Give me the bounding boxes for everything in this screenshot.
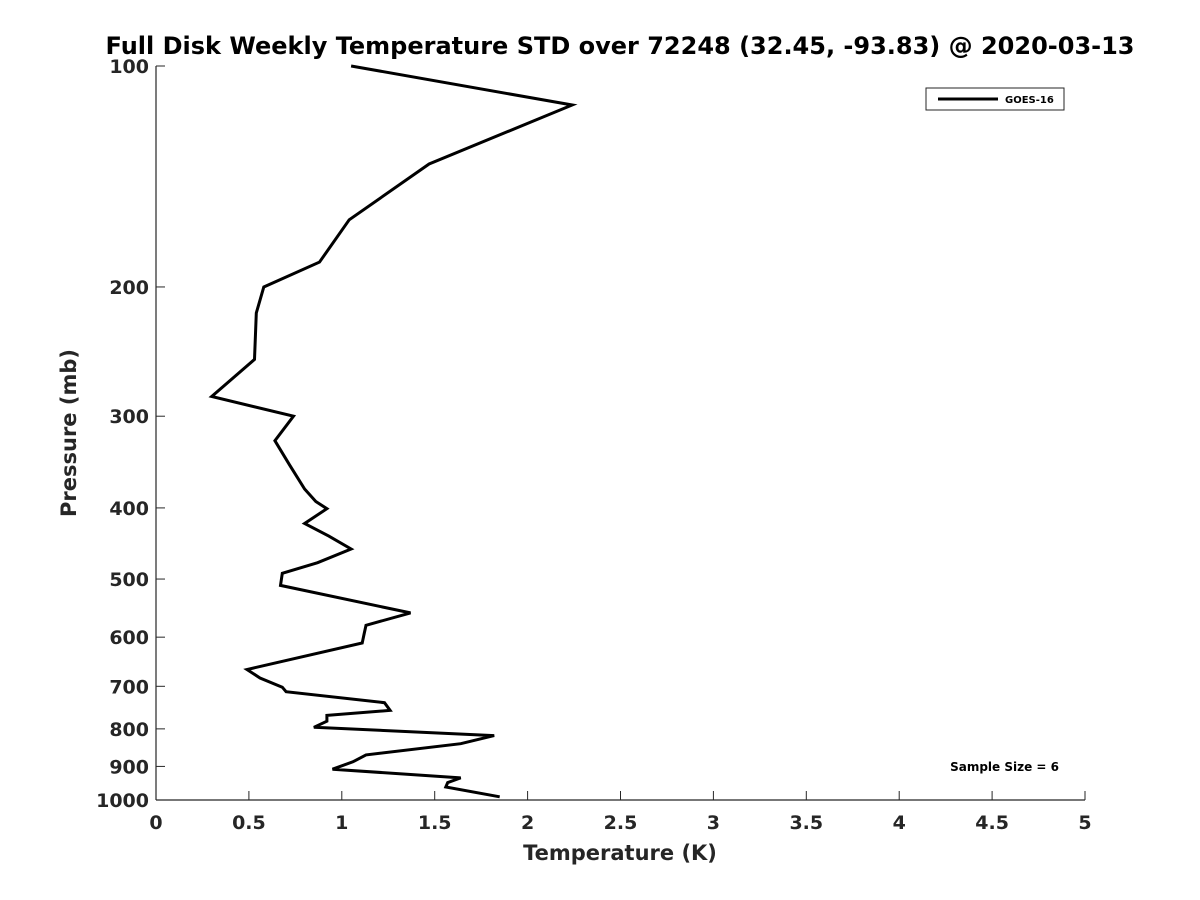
y-ticks: 100 200 300 400 500 600 700 800 900 1000 xyxy=(96,56,165,812)
y-tick-label: 200 xyxy=(109,277,149,299)
x-tick-label: 2.5 xyxy=(604,812,638,834)
y-tick-label: 100 xyxy=(109,56,149,78)
y-axis-label: Pressure (mb) xyxy=(57,349,81,517)
y-tick-label: 500 xyxy=(109,569,149,591)
y-tick-label: 400 xyxy=(109,498,149,520)
x-tick-label: 4 xyxy=(893,812,906,834)
x-tick-label: 3 xyxy=(707,812,720,834)
x-tick-label: 4.5 xyxy=(975,812,1009,834)
legend-label: GOES-16 xyxy=(1005,95,1054,106)
y-tick-label: 600 xyxy=(109,627,149,649)
x-tick-label: 0 xyxy=(149,812,162,834)
plot-area: 0 0.5 1 1.5 2 2.5 3 3.5 4 4.5 5 100 200 300 400 500 600… xyxy=(96,56,1092,834)
series-layer xyxy=(208,64,578,799)
y-tick-label: 800 xyxy=(109,719,149,741)
chart-title: Full Disk Weekly Temperature STD over 72… xyxy=(106,32,1135,60)
y-tick-label: 1000 xyxy=(96,790,149,812)
x-ticks: 0 0.5 1 1.5 2 2.5 3 3.5 4 4.5 5 xyxy=(149,791,1092,834)
x-tick-label: 3.5 xyxy=(789,812,823,834)
x-tick-label: 1.5 xyxy=(418,812,452,834)
y-tick-label: 300 xyxy=(109,406,149,428)
x-axis-label: Temperature (K) xyxy=(523,841,717,865)
sample-size-annotation: Sample Size = 6 xyxy=(950,760,1059,774)
series-line-goes-16 xyxy=(208,64,578,799)
x-tick-label: 1 xyxy=(335,812,348,834)
x-tick-label: 5 xyxy=(1078,812,1091,834)
x-tick-label: 2 xyxy=(521,812,534,834)
y-tick-label: 900 xyxy=(109,756,149,778)
x-tick-label: 0.5 xyxy=(232,812,266,834)
y-tick-label: 700 xyxy=(109,676,149,698)
legend: GOES-16 xyxy=(925,87,1065,111)
